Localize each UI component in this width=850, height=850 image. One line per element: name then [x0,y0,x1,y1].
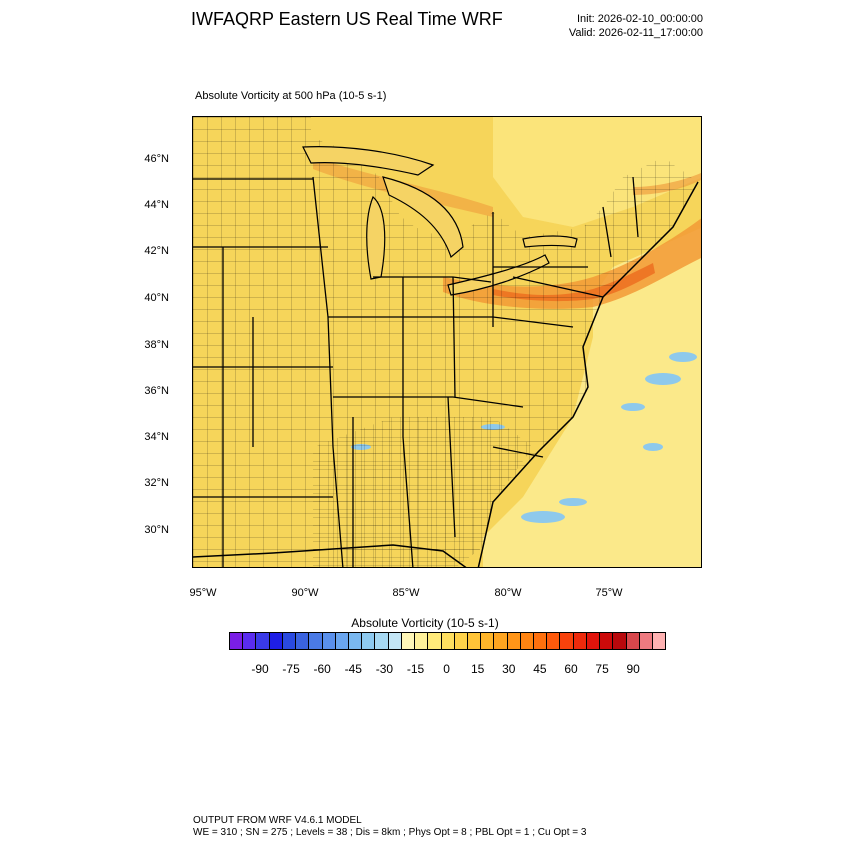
colorbar-swatch [547,633,561,649]
lat-tick-46: 46°N [144,153,169,165]
colorbar-label: -15 [406,662,425,676]
colorbar-swatch [626,633,640,649]
colorbar-label: 75 [595,662,609,676]
lat-tick-44: 44°N [144,199,169,211]
colorbar-swatch [309,633,323,649]
colorbar-label: 45 [533,662,547,676]
field-subtitle: Absolute Vorticity at 500 hPa (10-5 s-1) [195,90,387,102]
colorbar-swatch [296,633,310,649]
colorbar-swatch [269,633,283,649]
colorbar-swatch [454,633,468,649]
colorbar-label: -30 [375,662,394,676]
colorbar-label: 60 [564,662,578,676]
lon-tick-80: 80°W [494,587,522,599]
colorbar-swatch [322,633,336,649]
colorbar [229,632,666,650]
ocean-area [483,227,701,567]
lon-tick-95: 95°W [189,587,217,599]
great-lakes [302,146,578,296]
state-boundaries [193,176,639,567]
colorbar-swatch [573,633,587,649]
colorbar-swatch [613,633,627,649]
colorbar-swatch [282,633,297,649]
colorbar-label: 0 [443,662,450,676]
colorbar-label: 30 [502,662,516,676]
lat-tick-40: 40°N [144,292,169,304]
lon-tick-90: 90°W [291,587,319,599]
colorbar-swatch [375,633,389,649]
colorbar-swatch [534,633,548,649]
colorbar-swatch [600,633,614,649]
colorbar-swatch [230,633,244,649]
colorbar-label: -45 [344,662,362,676]
model-info-line2: WE = 310 ; SN = 275 ; Levels = 38 ; Dis … [193,827,587,838]
valid-time: Valid: 2026-02-11_17:00:00 [568,27,703,39]
colorbar-swatch [507,633,521,649]
colorbar-swatch [348,633,363,649]
lat-tick-42: 42°N [144,245,169,257]
colorbar-swatch [441,633,455,649]
colorbar-swatch [428,633,442,649]
colorbar-swatch [256,633,270,649]
colorbar-swatch [494,633,508,649]
vorticity-band-core [493,263,655,302]
lat-tick-34: 34°N [144,431,169,443]
map-panel [192,116,702,568]
colorbar-swatch [481,633,495,649]
colorbar-swatch [243,633,257,649]
lon-tick-85: 85°W [392,587,420,599]
colorbar-swatch [653,633,666,649]
colorbar-swatch [388,633,402,649]
plot-title: IWFAQRP Eastern US Real Time WRF [191,9,503,29]
lat-tick-30: 30°N [144,524,169,536]
colorbar-swatch [467,633,482,649]
colorbar-label: -60 [313,662,331,676]
colorbar-label: -90 [251,662,269,676]
lat-tick-38: 38°N [144,339,169,351]
lon-tick-75: 75°W [595,587,623,599]
colorbar-label: 90 [626,662,640,676]
colorbar-label: -75 [282,662,300,676]
colorbar-swatch [401,633,416,649]
gulf-coast [193,544,467,567]
colorbar-swatch [560,633,574,649]
colorbar-swatch [415,633,429,649]
southeast-counties [313,417,533,567]
colorbar-swatch [520,633,535,649]
coastline [477,181,699,567]
lat-tick-36: 36°N [144,385,169,397]
colorbar-swatch [639,633,653,649]
colorbar-title: Absolute Vorticity (10-5 s-1) [351,616,499,630]
colorbar-label: 15 [471,662,485,676]
lat-tick-32: 32°N [144,477,169,489]
colorbar-swatch [586,633,601,649]
colorbar-swatch [362,633,376,649]
model-info-line1: OUTPUT FROM WRF V4.6.1 MODEL [193,815,362,826]
init-time: Init: 2026-02-10_00:00:00 [577,13,703,25]
colorbar-swatch [335,633,349,649]
